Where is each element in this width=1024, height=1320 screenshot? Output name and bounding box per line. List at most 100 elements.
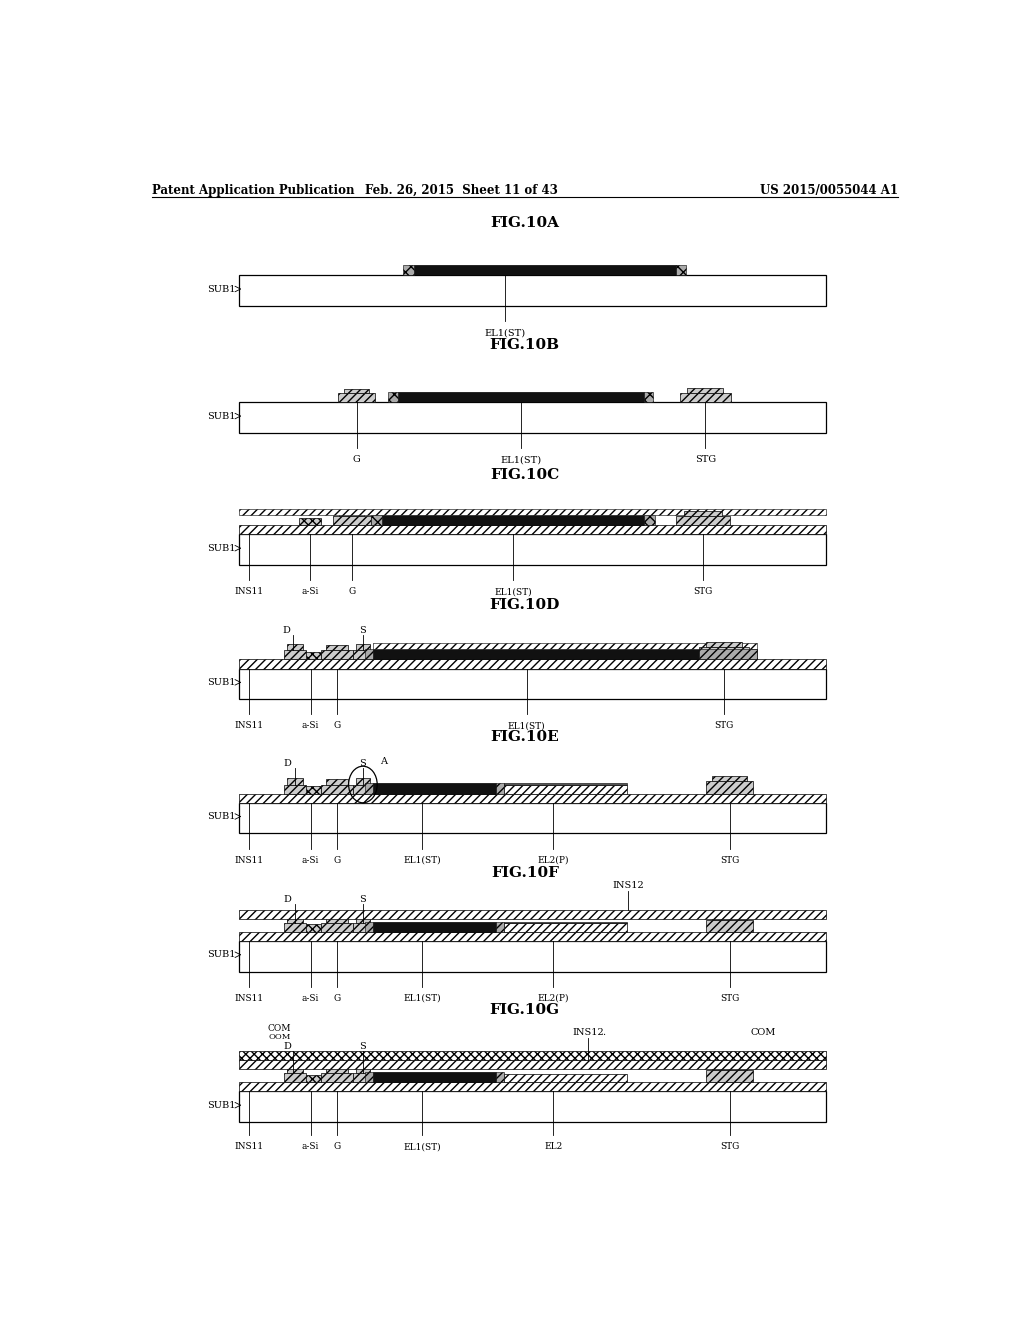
Bar [284, 784, 306, 793]
Bar [240, 803, 826, 833]
Text: FIG.10A: FIG.10A [490, 215, 559, 230]
Bar [240, 508, 826, 515]
Text: G: G [352, 455, 360, 465]
Bar [712, 1065, 748, 1071]
Text: STG: STG [694, 455, 716, 465]
Bar [403, 265, 414, 276]
Bar [344, 388, 370, 393]
Text: SUB1: SUB1 [207, 544, 236, 553]
Bar [240, 1082, 826, 1092]
Text: Feb. 26, 2015  Sheet 11 of 43: Feb. 26, 2015 Sheet 11 of 43 [365, 183, 558, 197]
Bar [388, 392, 398, 403]
Text: US 2015/0055044 A1: US 2015/0055044 A1 [760, 183, 898, 197]
Bar [240, 793, 826, 803]
Text: S: S [359, 895, 367, 904]
Bar [712, 776, 748, 781]
Text: EL1(ST): EL1(ST) [403, 1142, 441, 1151]
Bar [352, 923, 373, 932]
Bar [497, 921, 504, 932]
Text: D: D [283, 626, 291, 635]
Bar [333, 516, 371, 525]
Text: INS11: INS11 [234, 722, 264, 730]
Bar [240, 403, 826, 433]
Bar [326, 780, 348, 784]
Bar [504, 1073, 627, 1082]
Bar [504, 785, 627, 793]
Bar [397, 392, 644, 403]
Text: FIG.10C: FIG.10C [490, 467, 559, 482]
Bar [299, 517, 321, 525]
Text: STG: STG [693, 587, 713, 597]
Text: A: A [380, 758, 387, 766]
Text: EL1(ST): EL1(ST) [403, 855, 441, 865]
Text: D: D [284, 759, 292, 768]
Bar [326, 917, 348, 923]
Text: INS11: INS11 [234, 587, 264, 597]
Bar [352, 1073, 373, 1082]
Text: a-Si: a-Si [301, 587, 318, 597]
Text: a-Si: a-Si [302, 1142, 319, 1151]
Text: FIG.10D: FIG.10D [489, 598, 560, 611]
Text: EL1(ST): EL1(ST) [501, 455, 542, 465]
Text: G: G [333, 1142, 340, 1151]
Bar [287, 644, 303, 651]
Bar [497, 1072, 504, 1082]
Bar [240, 1092, 826, 1122]
Text: EL1(ST): EL1(ST) [508, 722, 546, 730]
Bar [373, 784, 497, 793]
Text: OOM: OOM [268, 1032, 291, 1040]
Bar [366, 921, 373, 932]
Bar [355, 1067, 370, 1073]
Text: EL2(P): EL2(P) [538, 994, 569, 1003]
Text: SUB1: SUB1 [207, 812, 236, 821]
Bar [676, 265, 686, 276]
Text: Patent Application Publication: Patent Application Publication [152, 183, 354, 197]
Bar [373, 921, 497, 932]
Bar [504, 923, 627, 932]
Text: FIG.10G: FIG.10G [489, 1003, 560, 1018]
Text: SUB1: SUB1 [207, 678, 236, 686]
Bar [382, 515, 644, 525]
Bar [326, 1068, 348, 1073]
Text: D: D [284, 1041, 292, 1051]
Text: EL1(ST): EL1(ST) [484, 329, 525, 337]
Bar [373, 649, 757, 660]
Text: STG: STG [720, 1142, 739, 1151]
Bar [366, 784, 373, 793]
Bar [301, 924, 321, 932]
Bar [287, 1067, 303, 1073]
Text: STG: STG [720, 994, 739, 1003]
Text: G: G [348, 587, 355, 597]
Bar [355, 916, 370, 923]
Bar [504, 784, 627, 785]
Bar [712, 915, 748, 920]
Bar [366, 649, 373, 660]
Bar [321, 1073, 352, 1082]
Text: EL1(ST): EL1(ST) [495, 587, 531, 597]
Text: STG: STG [720, 855, 739, 865]
Text: STG: STG [715, 722, 733, 730]
Bar [366, 1072, 373, 1082]
Text: INS11: INS11 [234, 855, 264, 865]
Bar [644, 392, 653, 403]
Text: EL2: EL2 [544, 1142, 562, 1151]
Text: FIG.10F: FIG.10F [490, 866, 559, 880]
Bar [240, 525, 826, 535]
Bar [338, 393, 375, 403]
Text: INS12: INS12 [572, 1027, 604, 1036]
Text: EL1(ST): EL1(ST) [403, 994, 441, 1003]
Bar [240, 932, 826, 941]
Bar [339, 511, 365, 516]
Text: S: S [359, 1041, 367, 1051]
Text: a-Si: a-Si [302, 855, 319, 865]
Bar [287, 777, 303, 784]
Bar [301, 785, 321, 793]
Bar [680, 393, 731, 403]
Bar [373, 1072, 497, 1082]
Bar [371, 515, 382, 525]
Text: INS11: INS11 [234, 994, 264, 1003]
Bar [240, 535, 826, 565]
Text: SUB1: SUB1 [207, 285, 236, 293]
Text: S: S [359, 626, 367, 635]
Text: SUB1: SUB1 [207, 412, 236, 421]
